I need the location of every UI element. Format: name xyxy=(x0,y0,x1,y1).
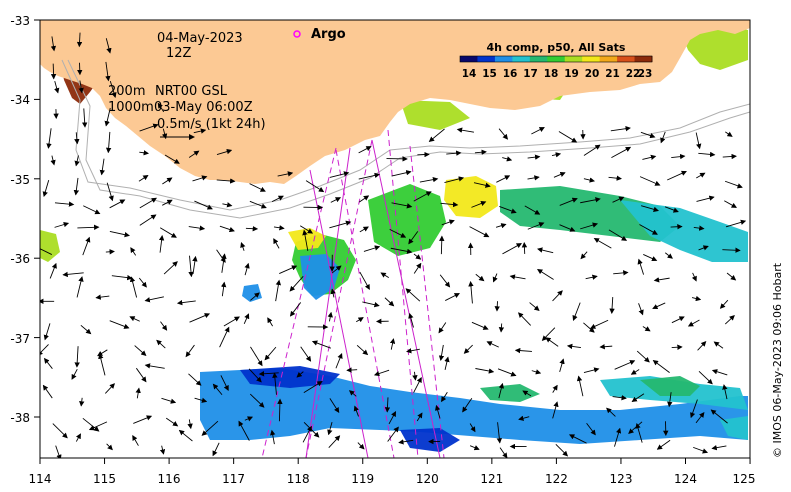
colorbar-swatch xyxy=(617,56,636,62)
colorbar-swatch xyxy=(599,56,618,62)
colorbar-label: 16 xyxy=(503,68,518,80)
x-tick-label: 122 xyxy=(545,472,568,486)
x-tick-label: 120 xyxy=(416,472,439,486)
y-tick-label: -33 xyxy=(10,14,30,28)
colorbar-label: 21 xyxy=(605,68,620,80)
colorbar: 4h comp, p50, All Sats 14 15 16 17 18 19… xyxy=(459,41,653,80)
colorbar-label: 17 xyxy=(523,68,538,80)
credit-text: © IMOS 06-May-2023 09:06 Hobart xyxy=(771,262,784,458)
x-tick-label: 118 xyxy=(287,472,310,486)
product-time: 03-May 06:00Z xyxy=(154,100,253,115)
x-tick-label: 125 xyxy=(733,472,756,486)
colorbar-label: 15 xyxy=(482,68,497,80)
x-tick-label: 121 xyxy=(480,472,503,486)
colorbar-swatch xyxy=(634,56,653,62)
y-tick-label: -38 xyxy=(10,411,30,425)
colorbar-title: 4h comp, p50, All Sats xyxy=(487,41,626,54)
x-tick-label: 119 xyxy=(351,472,374,486)
y-tick-label: -34 xyxy=(10,93,30,107)
colorbar-swatch xyxy=(529,56,548,62)
colorbar-swatches xyxy=(460,56,653,62)
y-axis: -33 -34 -35 -36 -37 -38 xyxy=(10,14,30,425)
colorbar-swatch xyxy=(494,56,513,62)
x-tick-label: 116 xyxy=(158,472,181,486)
argo-marker-icon xyxy=(293,30,301,38)
time-label: 12Z xyxy=(166,46,192,61)
x-tick-label: 114 xyxy=(29,472,52,486)
plot-frame xyxy=(39,19,751,459)
product-label: NRT00 GSL xyxy=(155,84,228,99)
current-vectors xyxy=(40,32,747,458)
date-label: 04-May-2023 xyxy=(157,31,243,46)
x-tick-label: 117 xyxy=(222,472,245,486)
scale-vector-label: 0.5m/s (1kt 24h) xyxy=(157,117,266,132)
x-tick-label: 124 xyxy=(674,472,697,486)
isobath-200m xyxy=(61,59,750,211)
y-tick-label: -36 xyxy=(10,252,30,266)
contour-label-200m: 200m xyxy=(108,84,145,99)
colorbar-swatch xyxy=(582,56,601,62)
colorbar-swatch xyxy=(460,56,478,62)
contour-label-1000m: 1000m xyxy=(108,100,154,115)
colorbar-label: 23 xyxy=(638,68,653,80)
isobath-1000m xyxy=(67,59,750,219)
y-tick-label: -35 xyxy=(10,173,30,187)
colorbar-swatch xyxy=(512,56,531,62)
x-tick-label: 123 xyxy=(610,472,633,486)
colorbar-swatch xyxy=(547,56,566,62)
colorbar-label: 22 xyxy=(626,68,641,80)
colorbar-label: 14 xyxy=(462,68,477,80)
colorbar-label: 19 xyxy=(564,68,579,80)
colorbar-swatch xyxy=(564,56,583,62)
x-tick-label: 115 xyxy=(93,472,116,486)
x-axis: 114 115 116 117 118 119 120 121 122 123 … xyxy=(29,472,756,486)
y-tick-label: -37 xyxy=(10,332,30,346)
colorbar-swatch xyxy=(477,56,496,62)
argo-label: Argo xyxy=(311,27,346,42)
colorbar-label: 20 xyxy=(585,68,600,80)
axis-ticks xyxy=(34,19,751,464)
colorbar-label: 18 xyxy=(544,68,559,80)
